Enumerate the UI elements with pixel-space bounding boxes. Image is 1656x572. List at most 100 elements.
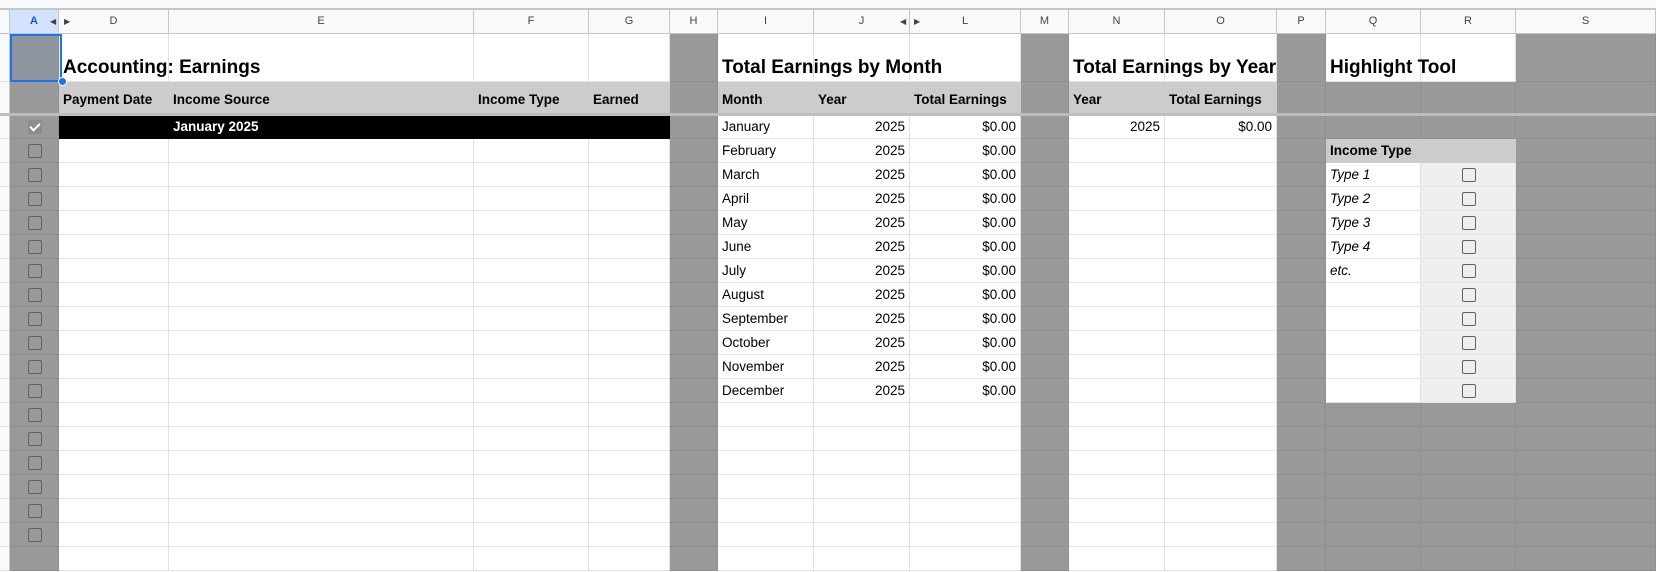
grid-cell[interactable] [910, 427, 1021, 451]
row-header[interactable] [0, 163, 10, 187]
grid-cell[interactable] [1326, 427, 1421, 451]
row-checkbox[interactable] [27, 408, 42, 422]
column-header-m[interactable]: M [1021, 10, 1069, 34]
grid-cell[interactable] [1516, 523, 1656, 547]
grid-cell[interactable] [1277, 379, 1326, 403]
grid-cell[interactable] [589, 331, 670, 355]
grid-cell[interactable] [1277, 427, 1326, 451]
row-header[interactable] [0, 451, 10, 475]
highlight-checkbox[interactable] [1461, 240, 1476, 254]
grid-cell[interactable] [589, 499, 670, 523]
grid-cell[interactable] [169, 499, 474, 523]
grid-cell[interactable] [814, 403, 910, 427]
grid-cell[interactable] [910, 499, 1021, 523]
grid-cell[interactable] [718, 427, 814, 451]
grid-cell[interactable] [59, 331, 169, 355]
grid-cell[interactable] [474, 379, 589, 403]
highlight-checkbox[interactable] [1461, 168, 1476, 182]
grid-cell[interactable] [1421, 331, 1516, 355]
grid-cell[interactable] [670, 259, 718, 283]
row-header[interactable] [0, 403, 10, 427]
grid-cell[interactable] [1277, 307, 1326, 331]
income-type-item[interactable] [1326, 283, 1421, 307]
grid-cell[interactable] [1421, 355, 1516, 379]
grid-cell[interactable] [10, 499, 59, 523]
grid-cell[interactable] [589, 211, 670, 235]
grid-cell[interactable] [1021, 82, 1069, 115]
grid-cell[interactable] [1021, 211, 1069, 235]
grid-cell[interactable] [59, 307, 169, 331]
grid-cell[interactable] [169, 379, 474, 403]
grid-cell[interactable] [670, 211, 718, 235]
column-header-i[interactable]: I [718, 10, 814, 34]
row-checkbox[interactable] [27, 528, 42, 542]
row-header[interactable] [0, 475, 10, 499]
grid-cell[interactable] [1165, 523, 1277, 547]
grid-cell[interactable] [59, 163, 169, 187]
grid-cell[interactable] [1326, 547, 1421, 571]
grid-cell[interactable] [1165, 235, 1277, 259]
grid-cell[interactable] [1277, 187, 1326, 211]
grid-cell[interactable] [1277, 475, 1326, 499]
row-header[interactable] [0, 235, 10, 259]
grid-cell[interactable] [1421, 139, 1516, 163]
grid-cell[interactable] [1277, 34, 1326, 82]
row-header[interactable] [0, 211, 10, 235]
grid-cell[interactable] [1069, 211, 1165, 235]
income-type-item[interactable] [1326, 379, 1421, 403]
grid-cell[interactable] [814, 427, 910, 451]
grid-cell[interactable] [589, 163, 670, 187]
grid-cell[interactable] [814, 547, 910, 571]
grid-cell[interactable] [1516, 451, 1656, 475]
row-header[interactable] [0, 547, 10, 571]
grid-cell[interactable] [1021, 115, 1069, 139]
row-header[interactable] [0, 523, 10, 547]
grid-cell[interactable] [59, 235, 169, 259]
grid-cell[interactable] [1021, 163, 1069, 187]
grid-cell[interactable] [589, 187, 670, 211]
column-header-a[interactable]: A [10, 10, 59, 34]
grid-cell[interactable] [1421, 235, 1516, 259]
grid-cell[interactable] [1165, 475, 1277, 499]
row-checkbox[interactable] [27, 432, 42, 446]
grid-cell[interactable] [59, 259, 169, 283]
grid-cell[interactable] [1021, 307, 1069, 331]
grid-cell[interactable] [1326, 523, 1421, 547]
grid-cell[interactable] [1421, 499, 1516, 523]
grid-cell[interactable] [474, 451, 589, 475]
grid-cell[interactable] [474, 187, 589, 211]
grid-cell[interactable] [1421, 163, 1516, 187]
grid-cell[interactable] [169, 139, 474, 163]
grid-cell[interactable] [59, 355, 169, 379]
grid-cell[interactable] [670, 355, 718, 379]
column-header-q[interactable]: Q [1326, 10, 1421, 34]
grid-cell[interactable] [474, 355, 589, 379]
grid-cell[interactable] [1516, 379, 1656, 403]
row-header[interactable] [0, 331, 10, 355]
income-type-item[interactable] [1326, 307, 1421, 331]
grid-cell[interactable] [589, 451, 670, 475]
grid-cell[interactable] [1069, 355, 1165, 379]
grid-cell[interactable] [1277, 403, 1326, 427]
grid-cell[interactable] [1277, 499, 1326, 523]
grid-cell[interactable] [910, 475, 1021, 499]
grid-cell[interactable] [474, 499, 589, 523]
grid-cell[interactable] [718, 475, 814, 499]
grid-cell[interactable] [474, 331, 589, 355]
grid-cell[interactable] [169, 211, 474, 235]
row-header[interactable] [0, 499, 10, 523]
grid-cell[interactable] [1165, 139, 1277, 163]
grid-cell[interactable] [589, 259, 670, 283]
grid-cell[interactable] [1421, 187, 1516, 211]
grid-cell[interactable] [1277, 523, 1326, 547]
column-header-d[interactable]: D [59, 10, 169, 34]
grid-cell[interactable] [670, 115, 718, 139]
grid-cell[interactable] [1069, 451, 1165, 475]
row-header[interactable] [0, 187, 10, 211]
grid-cell[interactable] [1069, 475, 1165, 499]
grid-cell[interactable] [670, 379, 718, 403]
grid-cell[interactable] [1421, 403, 1516, 427]
grid-cell[interactable] [1326, 499, 1421, 523]
grid-cell[interactable] [1069, 283, 1165, 307]
highlight-checkbox[interactable] [1461, 192, 1476, 206]
